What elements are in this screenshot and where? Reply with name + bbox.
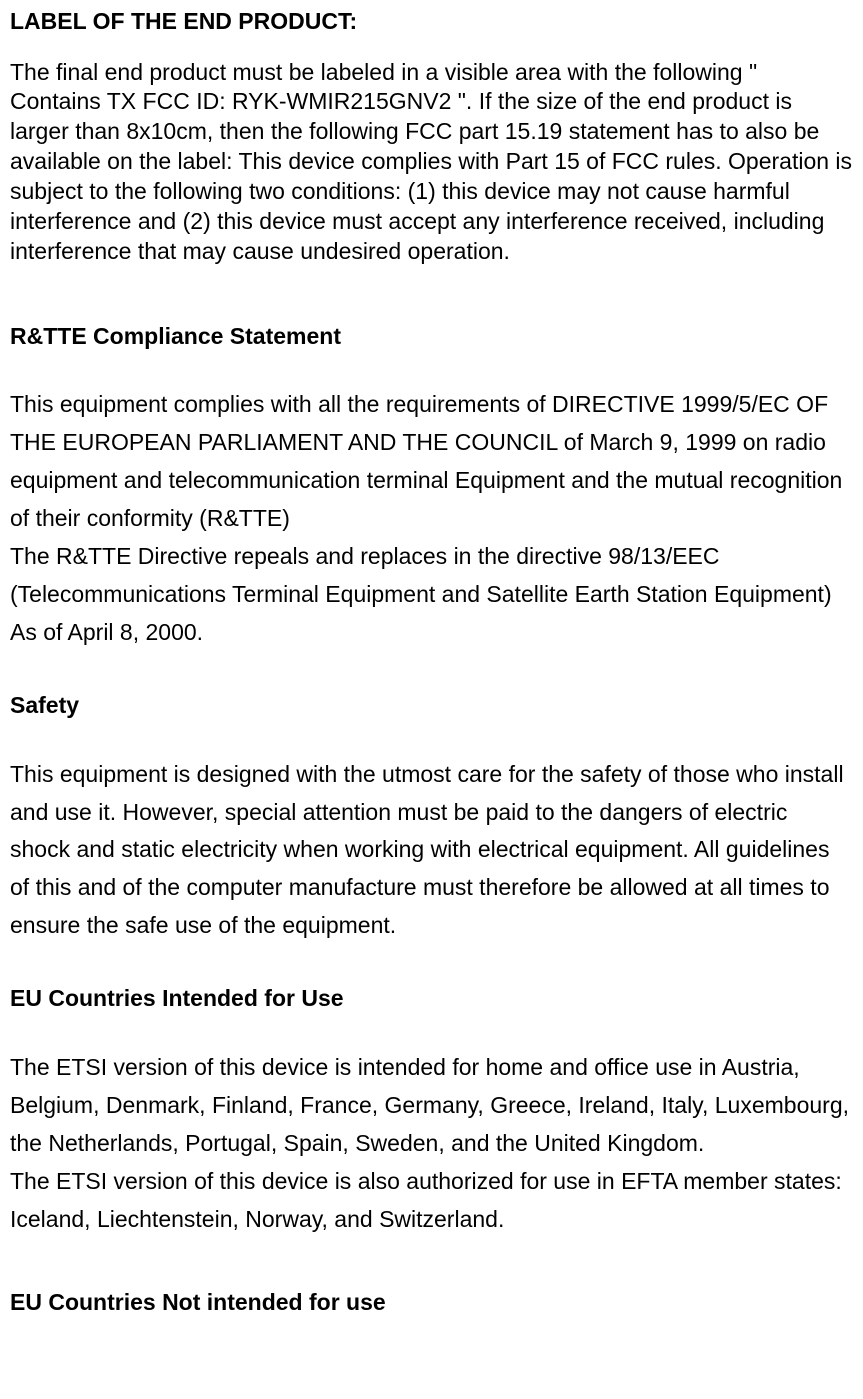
section-heading-safety: Safety	[10, 692, 853, 720]
section-body-safety: This equipment is designed with the utmo…	[10, 756, 853, 946]
section-body-eu-intended-1: The ETSI version of this device is inten…	[10, 1049, 853, 1163]
section-body-rtte-2: The R&TTE Directive repeals and replaces…	[10, 538, 853, 652]
section-heading-eu-intended: EU Countries Intended for Use	[10, 985, 853, 1013]
section-heading-rtte: R&TTE Compliance Statement	[10, 323, 853, 351]
section-heading-label: LABEL OF THE END PRODUCT:	[10, 8, 853, 36]
section-body-eu-intended-2: The ETSI version of this device is also …	[10, 1163, 853, 1239]
section-body-label: The final end product must be labeled in…	[10, 58, 853, 267]
section-body-rtte-1: This equipment complies with all the req…	[10, 386, 853, 538]
section-heading-eu-not-intended: EU Countries Not intended for use	[10, 1289, 853, 1317]
document-body: LABEL OF THE END PRODUCT: The final end …	[10, 8, 853, 1316]
